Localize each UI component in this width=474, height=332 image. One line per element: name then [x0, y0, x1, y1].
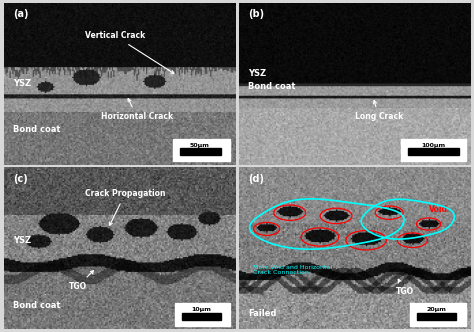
Bar — [175, 303, 230, 326]
Text: (b): (b) — [248, 9, 264, 19]
Text: Vertical Crack: Vertical Crack — [85, 31, 174, 73]
Bar — [417, 313, 456, 320]
Bar — [182, 313, 221, 320]
Text: More Void and Horizontal
Crack Connection: More Void and Horizontal Crack Connectio… — [253, 265, 332, 275]
Bar — [180, 148, 221, 155]
Bar — [401, 139, 465, 161]
Text: Bond coat: Bond coat — [248, 82, 296, 91]
Bar — [173, 139, 230, 161]
Text: (a): (a) — [13, 9, 28, 19]
Text: TGO: TGO — [69, 271, 93, 291]
Text: YSZ: YSZ — [248, 69, 266, 78]
Text: Long Crack: Long Crack — [355, 101, 403, 121]
Text: 50μm: 50μm — [189, 143, 209, 148]
Text: TGO: TGO — [396, 279, 414, 296]
Text: YSZ: YSZ — [13, 79, 31, 88]
Text: Void: Void — [428, 205, 447, 214]
Bar — [410, 303, 465, 326]
Text: Crack Propagation: Crack Propagation — [85, 190, 165, 225]
Text: Failed: Failed — [248, 309, 277, 318]
Text: Bond coat: Bond coat — [13, 124, 61, 133]
Bar — [408, 148, 459, 155]
Text: 100μm: 100μm — [421, 143, 445, 148]
Text: Horizontal Crack: Horizontal Crack — [101, 99, 173, 121]
Text: Bond coat: Bond coat — [13, 300, 61, 309]
Text: 20μm: 20μm — [427, 307, 447, 312]
Text: (c): (c) — [13, 174, 28, 184]
Text: YSZ: YSZ — [13, 236, 31, 245]
Text: (d): (d) — [248, 174, 264, 184]
Text: 10μm: 10μm — [191, 307, 211, 312]
